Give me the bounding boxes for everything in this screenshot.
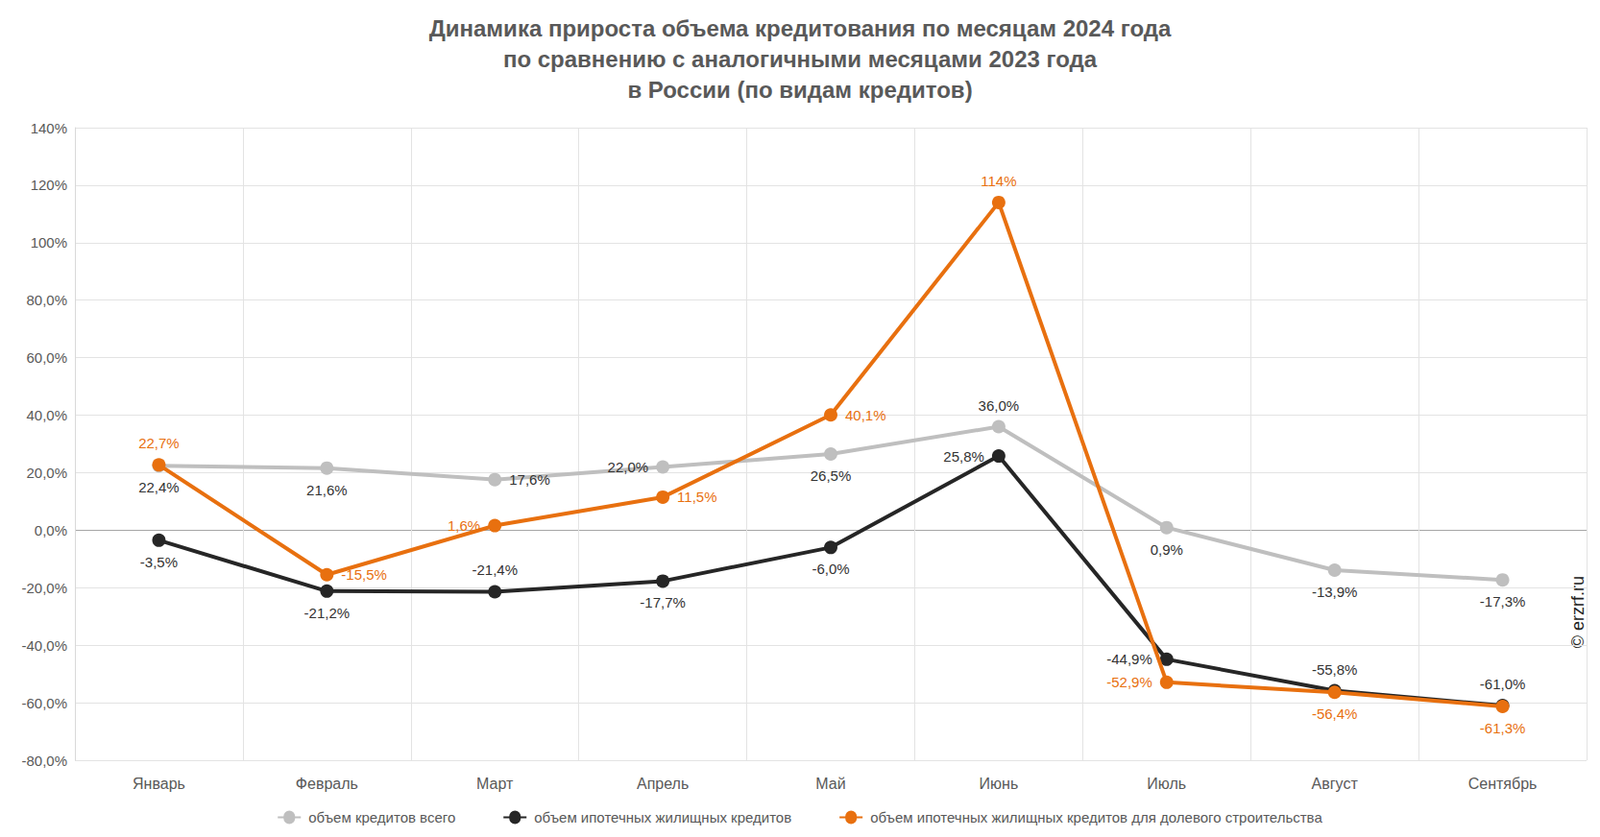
svg-text:Май: Май xyxy=(815,775,846,793)
svg-text:Июнь: Июнь xyxy=(979,775,1019,793)
svg-text:объем ипотечных жилищных креди: объем ипотечных жилищных кредитов xyxy=(533,809,792,826)
svg-text:по сравнению с аналогичными ме: по сравнению с аналогичными месяцами 202… xyxy=(503,46,1098,73)
svg-text:-52,9%: -52,9% xyxy=(1106,674,1153,691)
svg-text:0,0%: 0,0% xyxy=(34,522,68,539)
svg-text:0,9%: 0,9% xyxy=(1150,541,1184,558)
svg-text:Динамика прироста объема креди: Динамика прироста объема кредитования по… xyxy=(429,15,1172,42)
svg-text:26,5%: 26,5% xyxy=(810,467,852,485)
svg-text:Сентябрь: Сентябрь xyxy=(1468,775,1538,793)
svg-text:объем ипотечных жилищных креди: объем ипотечных жилищных кредитов для до… xyxy=(870,809,1323,826)
svg-text:-40,0%: -40,0% xyxy=(21,637,68,655)
svg-text:100%: 100% xyxy=(30,234,68,251)
svg-text:11,5%: 11,5% xyxy=(677,488,717,506)
svg-text:-21,4%: -21,4% xyxy=(471,561,518,579)
svg-text:-21,2%: -21,2% xyxy=(304,605,351,622)
svg-text:60,0%: 60,0% xyxy=(25,349,68,366)
svg-text:21,6%: 21,6% xyxy=(306,482,348,499)
svg-text:-60,0%: -60,0% xyxy=(21,695,68,712)
svg-text:36,0%: 36,0% xyxy=(978,397,1020,414)
svg-text:-15,5%: -15,5% xyxy=(340,566,388,583)
svg-text:22,7%: 22,7% xyxy=(138,435,180,452)
svg-text:-17,3%: -17,3% xyxy=(1479,593,1527,610)
svg-text:-55,8%: -55,8% xyxy=(1311,661,1358,679)
svg-text:-3,5%: -3,5% xyxy=(140,554,178,571)
svg-text:-13,9%: -13,9% xyxy=(1311,583,1358,601)
svg-text:-20,0%: -20,0% xyxy=(21,580,68,597)
svg-text:140%: 140% xyxy=(30,120,68,137)
svg-text:20,0%: 20,0% xyxy=(25,464,68,482)
svg-text:-61,3%: -61,3% xyxy=(1479,720,1527,737)
svg-text:1,6%: 1,6% xyxy=(447,517,481,534)
svg-text:-6,0%: -6,0% xyxy=(811,560,849,578)
svg-text:22,0%: 22,0% xyxy=(607,459,650,476)
svg-text:Июль: Июль xyxy=(1146,775,1187,793)
svg-text:объем кредитов всего: объем кредитов всего xyxy=(308,809,456,826)
svg-text:120%: 120% xyxy=(30,176,68,194)
svg-text:Апрель: Апрель xyxy=(636,775,689,793)
svg-text:-17,7%: -17,7% xyxy=(639,594,686,611)
svg-text:80,0%: 80,0% xyxy=(25,291,68,309)
svg-text:Февраль: Февраль xyxy=(295,775,359,793)
svg-text:22,4%: 22,4% xyxy=(138,479,180,496)
svg-text:Март: Март xyxy=(476,775,514,793)
svg-text:-80,0%: -80,0% xyxy=(21,752,68,770)
svg-text:Август: Август xyxy=(1311,775,1359,793)
svg-text:Январь: Январь xyxy=(132,775,186,793)
svg-text:в России (по видам кредитов): в России (по видам кредитов) xyxy=(627,76,972,103)
svg-text:17,6%: 17,6% xyxy=(509,471,551,488)
svg-text:-56,4%: -56,4% xyxy=(1311,705,1358,723)
svg-text:© erzrf.ru: © erzrf.ru xyxy=(1568,576,1588,649)
svg-text:-61,0%: -61,0% xyxy=(1479,676,1527,693)
svg-text:25,8%: 25,8% xyxy=(943,448,985,465)
svg-text:40,0%: 40,0% xyxy=(25,407,68,424)
svg-text:40,1%: 40,1% xyxy=(845,407,887,424)
svg-text:-44,9%: -44,9% xyxy=(1106,651,1153,668)
svg-text:114%: 114% xyxy=(980,172,1017,190)
